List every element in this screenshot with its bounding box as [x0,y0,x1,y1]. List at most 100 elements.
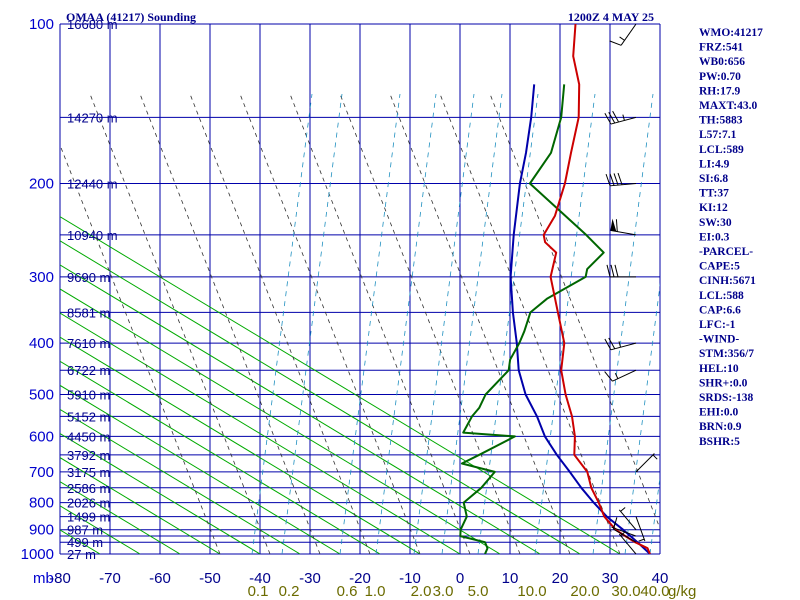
wind-barb-shaft [610,183,637,187]
height-label: 2586 m [67,481,110,496]
height-labels: 16680 m 14270 m 12440 m 10940 m 9690 m 8581 m… [67,17,118,562]
temperature-tick-label: 40 [652,570,669,587]
mixing-ratio-line [281,93,343,554]
wind-barb [613,517,637,543]
wind-barb-full [614,264,619,277]
wind-barb-shaft [610,342,637,351]
index-line: RH:17.9 [699,85,740,97]
pressure-tick-label: 1000 [21,546,54,563]
wind-barb-shaft [635,453,655,473]
wind-barb-shaft [620,23,637,46]
height-label: 16680 m [67,17,118,32]
index-line: SW:30 [699,217,732,229]
wind-barb-full [613,173,619,186]
wind-barb-half [622,114,625,121]
moist-adiabat [60,144,221,554]
wind-barb [606,264,636,278]
height-label: 987 m [67,523,103,538]
index-line: EHI:0.0 [699,407,739,419]
wind-barb-half [619,36,625,41]
index-line: LCL:588 [699,290,744,302]
index-line: WMO:41217 [699,27,763,39]
pressure-tick-label: 400 [29,335,54,352]
temperature-tick-label: -40 [249,570,271,587]
pressure-tick-label: 800 [29,495,54,512]
mixing-ratio-label: 20.0 [570,583,599,600]
height-label: 2026 m [67,496,110,511]
wind-barb [635,516,646,542]
pressure-tick-label: 100 [29,16,54,33]
mixing-ratio-line [413,93,475,554]
pressure-tick-label: 600 [29,428,54,445]
index-line: SHR+:0.0 [699,377,748,389]
temperature-tick-label: 10 [502,570,519,587]
dry-adiabat [60,240,581,554]
mixing-ratio-label: 0.6 [337,583,358,600]
temperature-trace [542,24,651,554]
index-line: MAXT:43.0 [699,100,757,112]
temperature-tick-label: 20 [552,570,569,587]
moist-adiabat [289,93,471,554]
temperature-tick-label: -70 [99,570,121,587]
station-title: OMAA (41217) Sounding [66,10,196,24]
height-label: 8581 m [67,305,110,320]
mixing-ratio-label: 1.0 [365,583,386,600]
moist-adiabat [89,93,271,554]
dry-adiabat [60,408,301,554]
background-lines [60,93,660,554]
mixing-ratio-line [441,93,503,554]
index-line: CAPE:5 [699,261,740,273]
wind-barb-full [604,371,613,382]
index-line: LCL:589 [699,144,744,156]
height-label: 5910 m [67,387,110,402]
mixing-ratio-label: 30.0 [611,583,640,600]
wind-barb [605,172,637,187]
index-line: LI:4.9 [699,158,730,170]
wind-barb-full [609,173,615,186]
mixing-ratio-line [339,93,401,554]
pressure-tick-label: 700 [29,464,54,481]
mixing-ratio-label: 0.2 [279,583,300,600]
dry-adiabat [60,288,501,554]
wind-barb [604,337,637,351]
dry-adiabat [60,432,261,554]
height-label: 27 m [67,547,96,562]
temperature-tick-label: -30 [299,570,321,587]
height-label: 6722 m [67,363,110,378]
mixing-ratio-label: 0.1 [248,583,269,600]
index-line: SRDS:-138 [699,392,754,404]
wind-barb [604,110,637,125]
wind-barb-shaft [618,533,637,555]
index-line: TT:37 [699,188,729,200]
mixing-ratio-line [534,93,596,554]
height-label: 12440 m [67,177,118,192]
temperature-tick-label: -10 [399,570,421,587]
height-label: 7610 m [67,336,110,351]
wind-barb-half [618,341,622,348]
wind-barb-full [605,173,611,186]
wind-barb-full [615,219,618,232]
wind-barb-flag [610,218,617,232]
index-line: CINH:5671 [699,275,756,287]
wind-barb-shaft [610,116,637,125]
wind-barb [635,453,658,473]
height-label: 5152 m [67,409,110,424]
index-line: WB0:656 [699,56,745,68]
wind-barb-half [614,373,619,379]
index-line: EI:0.3 [699,231,730,243]
wind-barb [610,218,637,236]
mixing-ratio-line [624,282,660,554]
height-label: 1499 m [67,510,110,525]
index-line: CAP:6.6 [699,304,741,316]
pressure-isotherm-grid [59,23,661,555]
index-line: LFC:-1 [699,319,736,331]
index-line: -PARCEL- [699,246,753,258]
dry-adiabat [60,264,541,554]
wind-barb-full [613,517,618,530]
index-line: PW:0.70 [699,71,741,83]
index-line: -WIND- [699,334,739,346]
wind-barb [604,369,637,382]
mixing-ratio-line [477,93,539,554]
